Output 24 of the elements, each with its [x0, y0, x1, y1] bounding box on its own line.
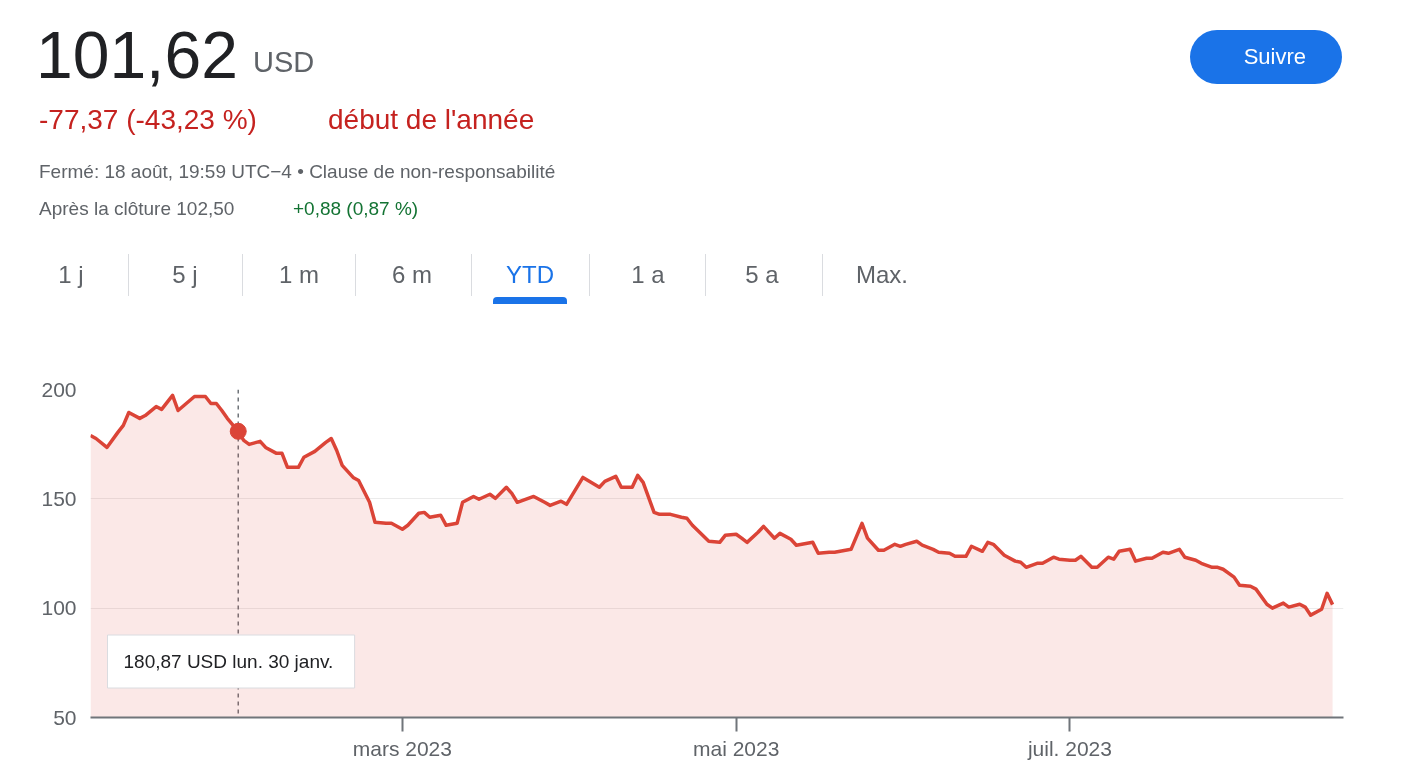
text: +0,88 (0,87 %): [293, 197, 419, 221]
text: Suivre: [1190, 30, 1342, 84]
x-tick-label: juil. 2023: [1026, 736, 1112, 760]
text: début de l'année: [328, 103, 535, 137]
text: Fermé: 18 août, 19:59 UTC−4 • Clause de non-responsabilité: [39, 160, 556, 184]
text: 1 j: [57, 260, 85, 290]
y-tick-label: 200: [41, 377, 77, 401]
x-tick-label: mars 2023: [352, 736, 452, 760]
chart-title: 101,62: [36, 17, 238, 94]
y-tick-label: 100: [41, 596, 77, 620]
y-tick-label: 50: [53, 705, 77, 729]
y-tick-label: 150: [41, 486, 77, 510]
text: 6 m: [391, 260, 433, 290]
text: 5 a: [744, 260, 780, 290]
text: Après la clôture 102,50: [39, 197, 235, 221]
text: YTD: [505, 260, 555, 290]
text: USD: [253, 45, 315, 80]
x-tick-label: mai 2023: [692, 736, 780, 760]
text: -77,37 (-43,23 %): [39, 103, 257, 137]
annotation: 180,87 USD lun. 30 janv.: [123, 651, 334, 672]
text: 5 j: [171, 260, 199, 290]
text: Max.: [855, 260, 909, 290]
text: 1 m: [278, 260, 320, 290]
text: 1 a: [630, 260, 666, 290]
